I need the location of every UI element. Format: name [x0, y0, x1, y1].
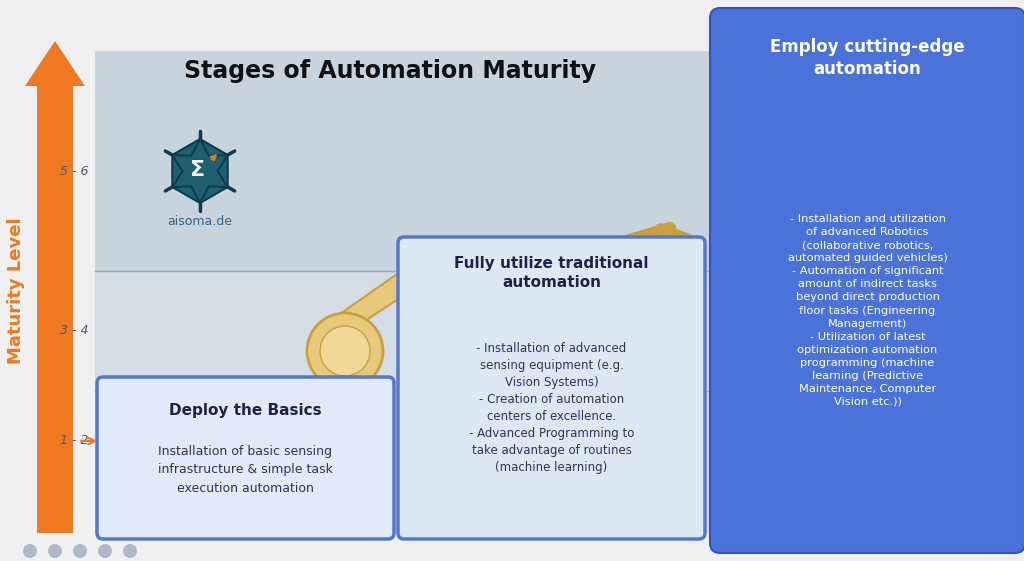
Circle shape — [48, 544, 62, 558]
Circle shape — [307, 313, 383, 389]
Polygon shape — [95, 51, 710, 533]
Polygon shape — [172, 139, 227, 203]
FancyBboxPatch shape — [97, 377, 394, 539]
Circle shape — [73, 544, 87, 558]
Circle shape — [554, 241, 590, 277]
Circle shape — [123, 544, 137, 558]
Polygon shape — [310, 361, 380, 533]
Text: 3 - 4: 3 - 4 — [59, 324, 88, 338]
FancyBboxPatch shape — [398, 237, 705, 539]
Polygon shape — [572, 241, 620, 276]
Text: 5 - 6: 5 - 6 — [59, 164, 88, 177]
Circle shape — [23, 544, 37, 558]
Text: Maturity Level: Maturity Level — [7, 218, 25, 364]
Text: Σ: Σ — [190, 160, 206, 180]
Polygon shape — [25, 41, 85, 86]
Text: Deploy the Basics: Deploy the Basics — [169, 403, 322, 419]
Polygon shape — [95, 51, 710, 271]
Circle shape — [98, 544, 112, 558]
Circle shape — [319, 326, 370, 376]
Text: - Installation and utilization
of advanced Robotics
(collaborative robotics,
aut: - Installation and utilization of advanc… — [787, 214, 947, 407]
Text: Installation of basic sensing
infrastructure & simple task
execution automation: Installation of basic sensing infrastruc… — [158, 445, 333, 494]
FancyBboxPatch shape — [710, 8, 1024, 553]
Text: Employ cutting-edge
automation: Employ cutting-edge automation — [770, 38, 965, 78]
Polygon shape — [330, 251, 440, 321]
Circle shape — [418, 244, 462, 288]
Polygon shape — [172, 139, 227, 203]
Text: - Installation of advanced
sensing equipment (e.g.
Vision Systems)
- Creation of: - Installation of advanced sensing equip… — [469, 342, 634, 474]
Polygon shape — [440, 246, 570, 286]
Text: 1 - 2: 1 - 2 — [59, 435, 88, 448]
Polygon shape — [337, 425, 359, 437]
Text: Stages of Automation Maturity: Stages of Automation Maturity — [184, 59, 596, 83]
Text: Fully utilize traditional
automation: Fully utilize traditional automation — [455, 256, 649, 290]
Text: aisoma.de: aisoma.de — [168, 214, 232, 228]
Polygon shape — [37, 86, 73, 533]
